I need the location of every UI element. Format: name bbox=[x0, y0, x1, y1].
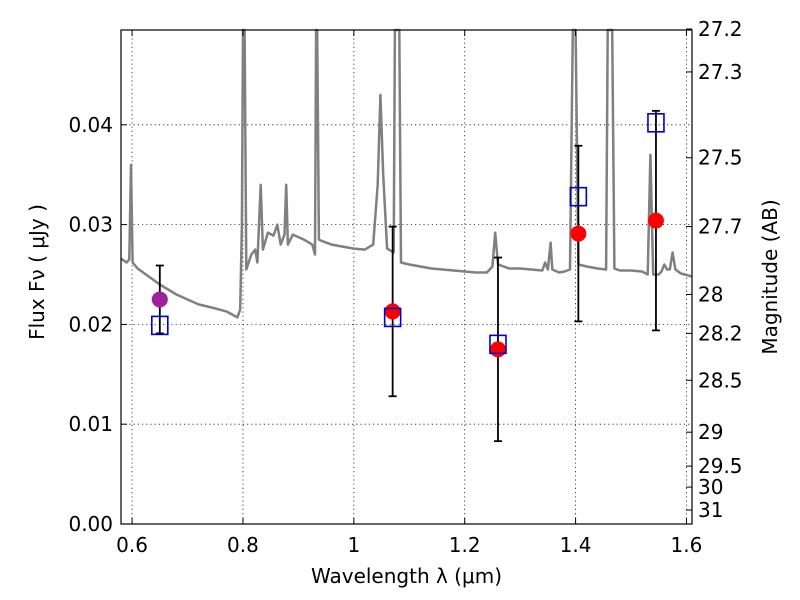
mag-tick-label: 27.2 bbox=[698, 17, 743, 41]
grid-layer bbox=[121, 30, 692, 525]
x-tick-label: 0.6 bbox=[116, 533, 148, 557]
y-axis-label: Flux Fν ( μJy ) bbox=[25, 204, 49, 340]
data-point bbox=[384, 303, 401, 320]
model-spectrum-line bbox=[120, 28, 693, 319]
y-tick-label: 0.01 bbox=[68, 412, 113, 436]
data-point bbox=[570, 225, 587, 242]
y-tick-label: 0.03 bbox=[68, 213, 113, 237]
model-photometry-square bbox=[647, 113, 665, 133]
y-tick-label: 0.04 bbox=[68, 113, 113, 137]
mag-tick-label: 27.7 bbox=[698, 215, 743, 239]
model-photometry-square bbox=[151, 315, 169, 336]
mag-tick-label: 28.2 bbox=[698, 321, 743, 345]
x-tick-label: 1.6 bbox=[671, 533, 703, 557]
y-tick-label: 0.02 bbox=[68, 312, 113, 336]
mag-tick-label: 28.5 bbox=[698, 368, 743, 392]
data-point bbox=[489, 341, 506, 358]
x-tick-label: 1 bbox=[347, 533, 360, 557]
model-photometry-square bbox=[383, 307, 402, 328]
x-tick-label: 1.4 bbox=[560, 533, 592, 557]
x-tick-label: 1.2 bbox=[449, 533, 481, 557]
x-axis-label: Wavelength λ (μm) bbox=[311, 564, 502, 588]
mag-tick-label: 27.3 bbox=[698, 60, 743, 84]
plot-frame bbox=[120, 29, 693, 525]
data-point bbox=[151, 291, 168, 308]
mag-tick-label: 27.5 bbox=[698, 146, 743, 170]
model-photometry-square bbox=[489, 334, 507, 355]
mag-tick-label: 28 bbox=[698, 282, 723, 306]
mag-tick-label: 29.5 bbox=[698, 454, 743, 478]
model-photometry-square bbox=[569, 186, 588, 207]
data-point bbox=[647, 212, 664, 229]
y-tick-label: 0.00 bbox=[68, 512, 113, 536]
x-tick-label: 0.8 bbox=[227, 533, 259, 557]
mag-tick-label: 29 bbox=[698, 420, 723, 444]
tick-layer: 0.6 0.8 1 1.2 1.4 1.6 0.00 0.01 0.02 0.03 0.04 27.2… bbox=[68, 17, 742, 557]
mag-tick-label: 30 bbox=[698, 475, 723, 499]
y2-axis-label: Magnitude (AB) bbox=[758, 199, 782, 354]
spectrum-layer bbox=[120, 28, 693, 319]
mag-tick-label: 31 bbox=[698, 498, 723, 522]
marker-layer bbox=[151, 109, 665, 443]
